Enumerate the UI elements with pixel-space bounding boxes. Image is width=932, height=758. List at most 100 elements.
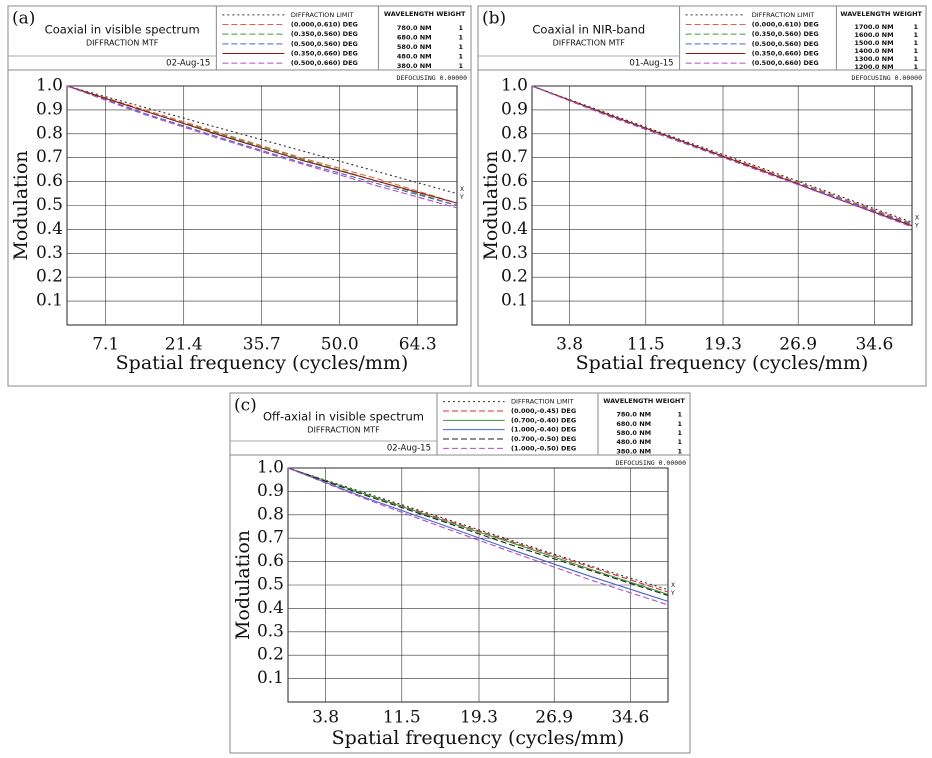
y-tick-label: 0.1 [36, 291, 63, 311]
weight: 1 [458, 53, 463, 61]
end-mark: X [460, 186, 464, 193]
end-mark: X [915, 215, 919, 222]
legend-label: (0.700,-0.40) DEG [511, 416, 576, 424]
y-tick-label: 0.8 [36, 123, 63, 143]
date: 02-Aug-15 [387, 444, 431, 454]
wavelength: 580.0 NM [397, 43, 432, 51]
panel-label: (b) [482, 9, 506, 29]
weight: 1 [677, 429, 682, 437]
wavelength: 780.0 NM [397, 24, 432, 32]
wavelength: 580.0 NM [616, 429, 651, 437]
legend-label: (0.000,-0.45) DEG [511, 407, 576, 415]
mtf-line [66, 85, 458, 207]
wavelength: 680.0 NM [616, 420, 651, 428]
wavelength: 380.0 NM [616, 447, 651, 455]
y-tick-label: 0.4 [501, 219, 528, 239]
wavelength-header: WAVELENGTH WEIGHT [840, 10, 922, 18]
legend-label: (0.350,0.560) DEG [752, 30, 819, 38]
wavelength: 380.0 NM [397, 62, 432, 70]
y-tick-label: 0.3 [257, 621, 284, 641]
y-tick-label: 0.5 [257, 575, 284, 595]
y-tick-label: 0.6 [36, 171, 63, 191]
legend-label: DIFFRACTION LIMIT [752, 11, 815, 19]
defocusing: DEFOCUSING 0.00000 [616, 459, 687, 467]
weight: 1 [458, 33, 463, 41]
x-tick-label: 34.6 [611, 708, 649, 728]
x-tick-label: 3.8 [312, 708, 339, 728]
wavelength: 1500.0 NM [854, 39, 893, 47]
x-tick-label: 11.5 [383, 708, 421, 728]
y-tick-label: 0.1 [257, 668, 284, 688]
y-tick-label: 0.9 [501, 99, 528, 119]
chart-title: Coaxial in visible spectrum [45, 23, 200, 37]
x-axis-label: Spatial frequency (cycles/mm) [332, 727, 625, 749]
legend-label: (0.500,0.660) DEG [291, 59, 358, 67]
weight: 1 [458, 24, 463, 32]
x-axis-label: Spatial frequency (cycles/mm) [116, 352, 409, 374]
legend-label: (0.500,0.560) DEG [291, 40, 358, 48]
x-tick-label: 64.3 [399, 335, 437, 355]
x-tick-label: 19.3 [704, 335, 742, 355]
legend-label: (1.000,-0.40) DEG [511, 426, 576, 434]
mtf-line [287, 467, 669, 595]
legend-label: (0.000,0.610) DEG [752, 21, 819, 29]
panel-frame [7, 5, 472, 387]
y-axis-label: Modulation [10, 150, 32, 260]
weight: 1 [913, 55, 918, 63]
legend-label: (0.350,0.660) DEG [291, 50, 358, 58]
x-tick-label: 19.3 [460, 708, 498, 728]
mtf-line [531, 85, 913, 223]
wavelength: 1300.0 NM [854, 55, 893, 63]
x-tick-label: 21.4 [165, 335, 203, 355]
y-tick-label: 0.1 [501, 291, 528, 311]
mtf-line [287, 467, 669, 602]
y-tick-label: 0.4 [257, 598, 284, 618]
x-axis-label: Spatial frequency (cycles/mm) [576, 352, 869, 374]
y-tick-label: 0.8 [257, 504, 284, 524]
wavelength-header: WAVELENGTH WEIGHT [603, 397, 685, 405]
y-axis-label: Modulation [232, 530, 254, 640]
wavelength: 1600.0 NM [854, 31, 893, 39]
y-tick-label: 0.7 [36, 147, 63, 167]
legend-label: (0.350,0.560) DEG [291, 30, 358, 38]
wavelength-header: WAVELENGTH WEIGHT [384, 10, 466, 18]
end-mark: Y [914, 223, 919, 230]
wavelength: 1200.0 NM [854, 63, 893, 71]
chart-title: Coaxial in NIR-band [532, 23, 645, 37]
weight: 1 [677, 438, 682, 446]
chart-subtitle: DIFFRACTION MTF [553, 39, 626, 48]
legend-label: DIFFRACTION LIMIT [291, 11, 354, 19]
wavelength: 1700.0 NM [854, 23, 893, 31]
wavelength: 1400.0 NM [854, 47, 893, 55]
mtf-line [531, 85, 913, 228]
weight: 1 [913, 39, 918, 47]
x-tick-label: 3.8 [556, 335, 583, 355]
y-tick-label: 1.0 [501, 76, 528, 96]
weight: 1 [913, 63, 918, 71]
legend-label: (0.350,0.660) DEG [752, 50, 819, 58]
y-tick-label: 0.7 [257, 528, 284, 548]
date: 02-Aug-15 [166, 59, 210, 69]
legend-label: (1.000,-0.50) DEG [511, 444, 576, 452]
weight: 1 [913, 47, 918, 55]
weight: 1 [677, 411, 682, 419]
y-tick-label: 0.4 [36, 219, 63, 239]
x-tick-label: 50.0 [321, 335, 359, 355]
y-tick-label: 0.2 [501, 267, 528, 287]
y-tick-label: 0.5 [501, 195, 528, 215]
weight: 1 [677, 447, 682, 455]
panel-frame [229, 392, 691, 754]
panel-label: (a) [12, 9, 35, 29]
y-tick-label: 0.6 [501, 171, 528, 191]
end-mark: Y [670, 590, 675, 597]
y-tick-label: 0.6 [257, 551, 284, 571]
y-tick-label: 0.8 [501, 123, 528, 143]
y-tick-label: 0.5 [36, 195, 63, 215]
chart-title: Off-axial in visible spectrum [263, 410, 424, 424]
panel-label: (c) [234, 396, 257, 416]
x-tick-label: 26.9 [535, 708, 573, 728]
legend-label: (0.000,0.610) DEG [291, 21, 358, 29]
y-tick-label: 0.7 [501, 147, 528, 167]
weight: 1 [913, 23, 918, 31]
